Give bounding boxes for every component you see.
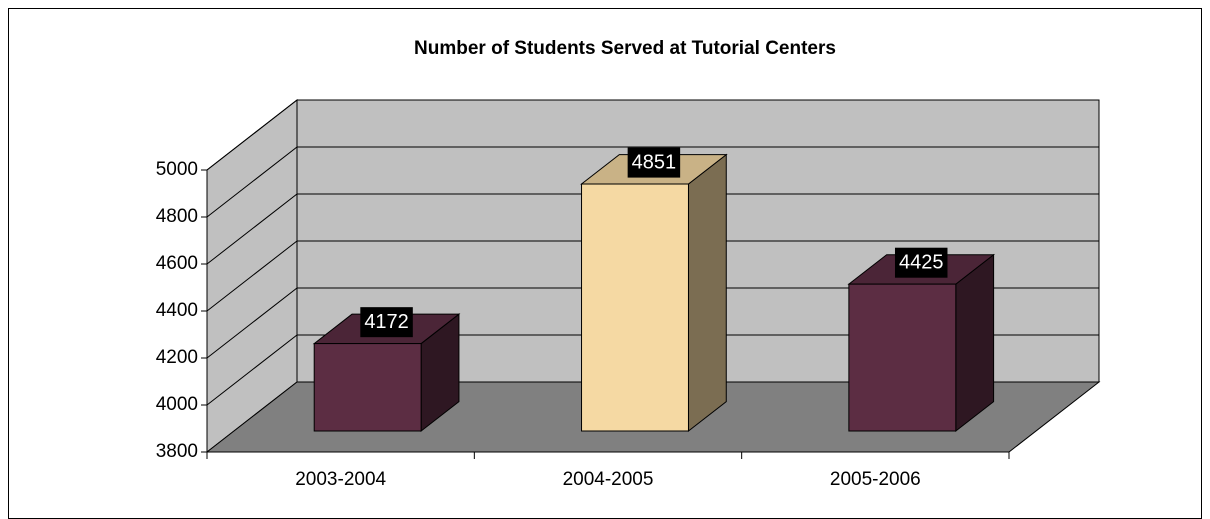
chart-title: Number of Students Served at Tutorial Ce… — [414, 38, 836, 59]
x-tick-label: 2003-2004 — [295, 469, 386, 490]
data-label-box — [360, 307, 413, 338]
grid-line — [206, 193, 1099, 265]
bar-side — [955, 253, 995, 433]
data-label-box — [894, 247, 948, 278]
y-tick-label: 5000 — [156, 159, 198, 180]
data-label: 4851 — [632, 152, 677, 174]
bar — [581, 183, 689, 432]
data-label: 4172 — [364, 311, 409, 333]
grid-line — [206, 99, 1099, 171]
y-tick-label: 4200 — [156, 347, 198, 368]
grid-line — [206, 146, 1099, 218]
y-tick-label: 4400 — [156, 300, 198, 321]
y-tick-label: 4000 — [156, 394, 198, 415]
x-tick-label: 2005-2006 — [830, 469, 921, 490]
bar — [313, 343, 422, 432]
bar — [848, 283, 957, 432]
y-tick-label: 4800 — [156, 206, 198, 227]
grid-line — [206, 287, 1099, 359]
x-tick-label: 2004-2005 — [563, 469, 654, 490]
grid-line — [206, 240, 1099, 312]
y-tick-label: 3800 — [156, 441, 198, 462]
y-tick-label: 4600 — [156, 253, 198, 274]
data-label: 4425 — [899, 252, 944, 274]
bar-side — [687, 153, 727, 433]
data-label-box — [627, 147, 681, 178]
grid-line — [206, 334, 1099, 406]
